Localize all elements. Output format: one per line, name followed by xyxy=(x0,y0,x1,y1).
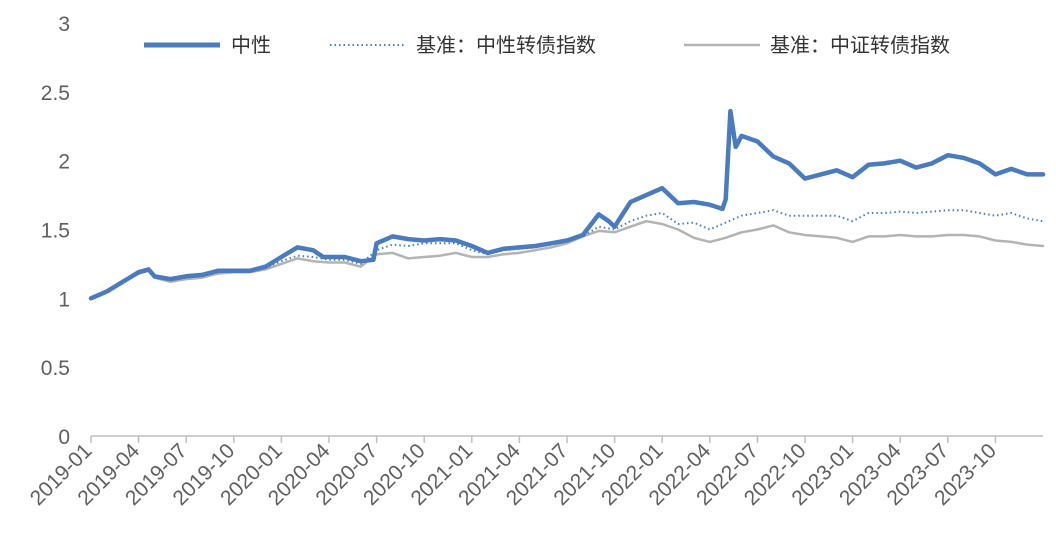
legend-label-neutral-index: 基准：中性转债指数 xyxy=(416,33,596,57)
legend-label-csi-index: 基准：中证转债指数 xyxy=(770,33,950,57)
y-tick-label: 0 xyxy=(58,426,70,449)
legend-item-csi-index: 基准：中证转债指数 xyxy=(684,33,950,57)
y-tick-label: 3 xyxy=(58,13,70,36)
x-axis-ticks xyxy=(90,436,997,443)
y-tick-label: 1 xyxy=(58,288,70,311)
series-line-2 xyxy=(89,219,1045,300)
series-layer xyxy=(88,108,1046,301)
series-line-1 xyxy=(90,209,1044,300)
legend: 中性 基准：中性转债指数 基准：中证转债指数 xyxy=(144,33,950,57)
series-line-0 xyxy=(88,108,1046,301)
legend-item-zhongxing: 中性 xyxy=(144,33,271,57)
x-axis-tick-labels: 2019-012019-042019-072019-102020-012020-… xyxy=(26,439,1001,510)
y-tick-label: 1.5 xyxy=(41,220,70,243)
y-axis-tick-labels: 0 0.5 1 1.5 2 2.5 3 xyxy=(41,13,70,449)
legend-label-zhongxing: 中性 xyxy=(231,33,271,57)
legend-item-neutral-index: 基准：中性转债指数 xyxy=(330,33,596,57)
y-tick-label: 2 xyxy=(58,151,70,174)
y-tick-label: 0.5 xyxy=(41,357,70,380)
y-tick-label: 2.5 xyxy=(41,82,70,105)
